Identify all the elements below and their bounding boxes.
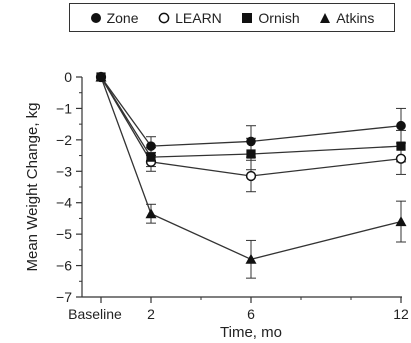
y-tick-label: −4 bbox=[56, 195, 72, 211]
x-tick-label: 2 bbox=[147, 306, 155, 322]
open-circle-icon bbox=[158, 12, 170, 23]
filled-circle-icon bbox=[90, 12, 101, 23]
x-axis-title: Time, mo bbox=[220, 324, 282, 341]
y-axis-title: Mean Weight Change, kg bbox=[24, 103, 41, 272]
x-tick-label: 12 bbox=[393, 306, 409, 322]
legend-label-ornish: Ornish bbox=[258, 9, 300, 26]
y-tick-label: −7 bbox=[56, 289, 72, 305]
legend-item-ornish: Ornish bbox=[241, 9, 300, 26]
legend-item-learn: LEARN bbox=[158, 10, 222, 26]
y-tick-label: −2 bbox=[56, 132, 72, 148]
series-line-ornish bbox=[100, 76, 402, 158]
y-tick-label: 0 bbox=[64, 69, 72, 85]
data-point-zone bbox=[246, 136, 256, 147]
data-point-atkins bbox=[245, 253, 257, 264]
data-point-learn bbox=[245, 170, 257, 182]
data-point-ornish bbox=[396, 141, 406, 151]
y-tick-label: −1 bbox=[56, 100, 72, 116]
data-point-atkins bbox=[395, 216, 407, 227]
y-tick-label: −5 bbox=[56, 226, 72, 242]
y-tick-label: −6 bbox=[56, 258, 72, 274]
series-line-learn bbox=[100, 76, 402, 177]
series-line-zone bbox=[100, 76, 402, 147]
legend-item-zone: Zone bbox=[90, 10, 139, 26]
data-point-atkins bbox=[145, 208, 157, 219]
x-tick-label: Baseline bbox=[68, 306, 122, 322]
legend-label-zone: Zone bbox=[106, 9, 139, 26]
data-point-atkins bbox=[95, 71, 107, 82]
data-point-zone bbox=[396, 120, 406, 131]
filled-square-icon bbox=[242, 12, 253, 23]
x-tick-label: 6 bbox=[247, 306, 255, 322]
data-point-zone bbox=[146, 141, 156, 151]
legend-label-atkins: Atkins bbox=[336, 9, 375, 26]
data-point-learn bbox=[395, 153, 407, 164]
y-tick-label: −3 bbox=[56, 163, 72, 179]
filled-triangle-icon bbox=[320, 12, 331, 23]
data-point-ornish bbox=[146, 152, 156, 162]
data-point-ornish bbox=[246, 149, 256, 159]
legend-label-learn: LEARN bbox=[175, 9, 222, 26]
legend-item-atkins: Atkins bbox=[319, 10, 374, 26]
series-line-atkins bbox=[100, 76, 402, 260]
chart-legend: Zone LEARN Ornish Atkins bbox=[69, 3, 395, 32]
